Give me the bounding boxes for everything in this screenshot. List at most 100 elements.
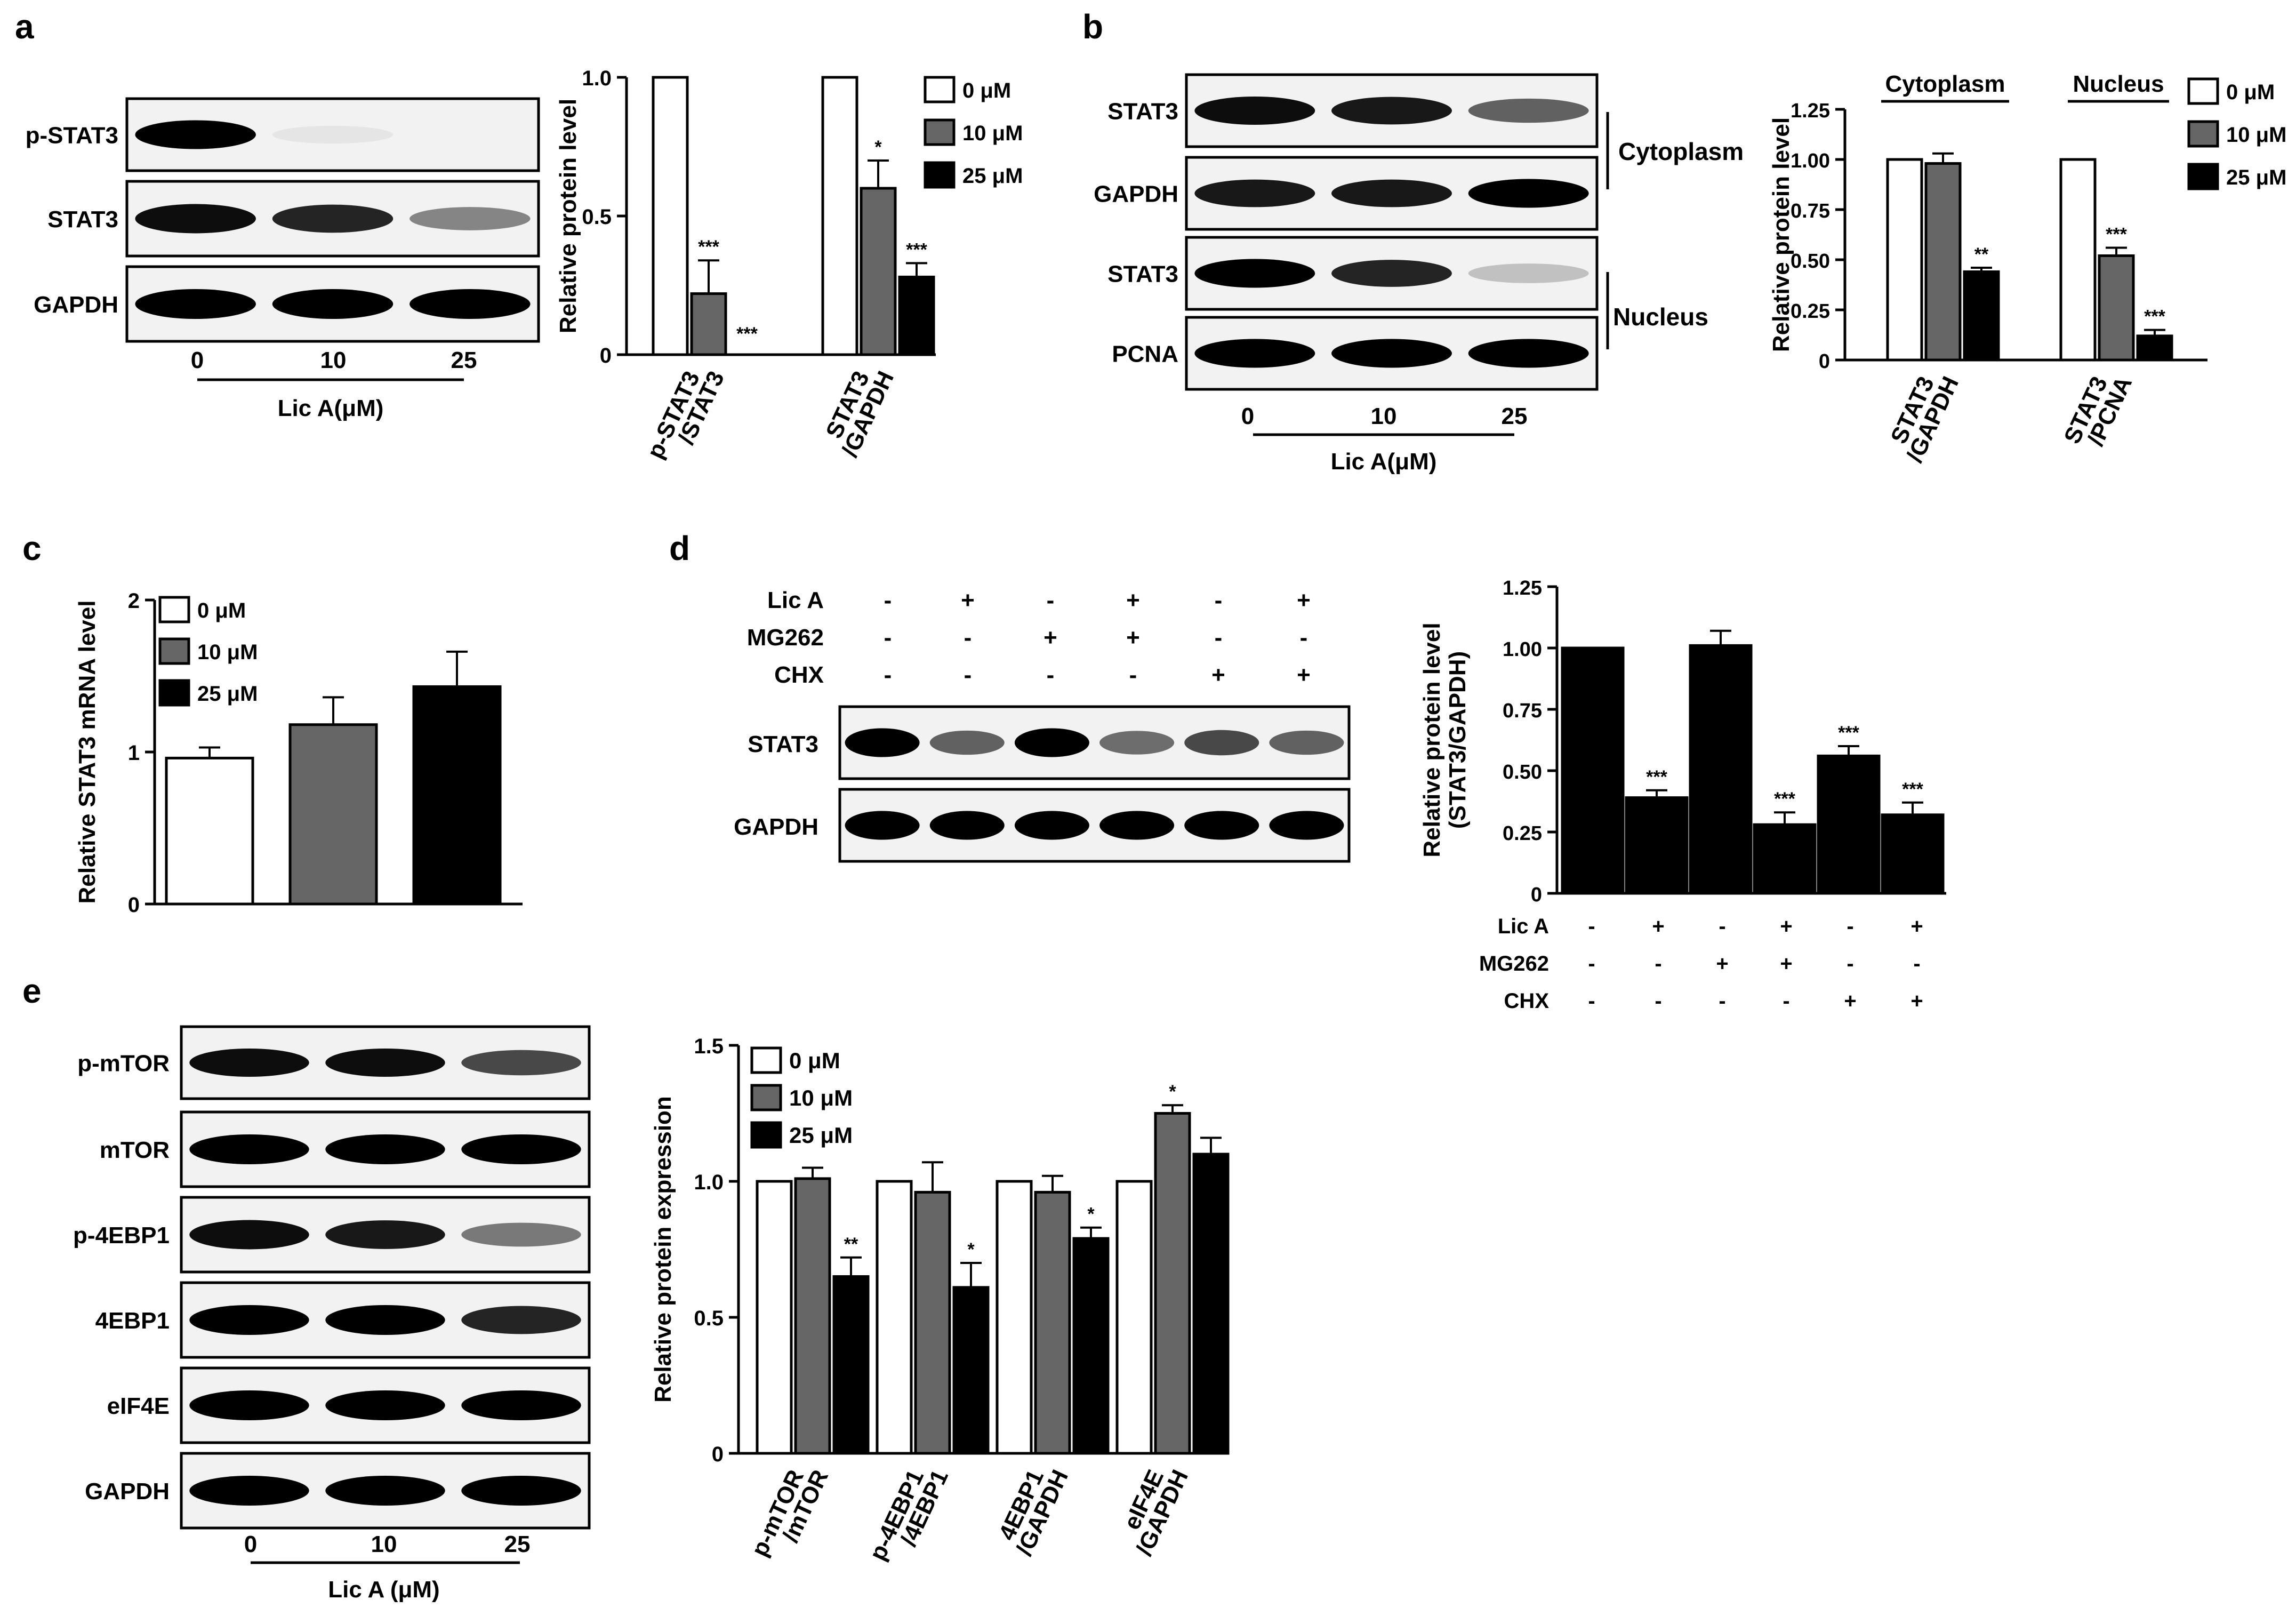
blot-band: [325, 1220, 445, 1249]
chart-e-significance-label: **: [844, 1234, 858, 1254]
blot-label: STAT3: [47, 206, 118, 233]
treatment-sign: -: [884, 625, 892, 651]
chart-a-y-tick-label: 1.0: [582, 67, 612, 90]
treatment-sign: +: [1844, 989, 1856, 1013]
blot-label: GAPDH: [1094, 181, 1178, 207]
blot-label: STAT3: [1107, 99, 1178, 125]
treatment-sign: +: [1780, 915, 1792, 938]
treatment-label: CHX: [774, 662, 824, 688]
chart-d-significance-label: ***: [1646, 767, 1667, 787]
chart-d-significance-label: ***: [1774, 789, 1795, 809]
chart-a-legend-swatch: [924, 118, 956, 146]
chart-d-y-tick-label: 0.75: [1503, 700, 1542, 722]
treatment-sign: -: [1655, 952, 1661, 975]
blot-band: [410, 207, 531, 230]
chart-e-y-tick-label: 1.0: [694, 1171, 724, 1194]
blot-band: [189, 1305, 309, 1335]
blot-band: [325, 1305, 445, 1335]
chart-a-bar: [860, 187, 897, 356]
blot-band: [461, 1476, 581, 1506]
chart-c-y-axis-label: Relative STAT3 mRNA level: [74, 601, 100, 904]
blot-label: PCNA: [1112, 341, 1178, 367]
chart-e-significance-label: *: [1169, 1082, 1176, 1102]
chart-c-bar: [165, 756, 254, 906]
blot-band: [461, 1390, 581, 1420]
panel-letter-d: d: [669, 529, 690, 567]
treatment-label: Lic A: [767, 587, 824, 613]
blot-d-0: [838, 705, 1351, 780]
chart-d-bar: [1881, 813, 1945, 895]
chart-e-bar: [876, 1180, 913, 1455]
chart-e-bar: [914, 1190, 951, 1455]
dose-label: Lic A(μM): [1331, 449, 1437, 475]
chart-a-significance-label: ***: [906, 239, 927, 260]
chart-e-y-axis-label: Relative protein expression: [650, 1096, 676, 1403]
blot-band: [929, 730, 1005, 755]
treatment-sign: +: [1910, 989, 1923, 1013]
chart-b-y-tick-label: 0.75: [1791, 200, 1830, 222]
blot-a-1: [125, 180, 540, 258]
treatment-sign: +: [1126, 625, 1140, 651]
blot-band: [1468, 98, 1589, 123]
blot-band: [1331, 97, 1452, 125]
chart-b-bar: [1886, 158, 1923, 362]
blot-band: [189, 1220, 309, 1250]
blot-b-1: [1185, 156, 1599, 231]
panel-letter-b: b: [1082, 7, 1103, 46]
chart-c-legend-label: 25 μM: [197, 682, 258, 706]
chart-b-y-tick-label: 0.25: [1791, 300, 1830, 323]
blot-band: [461, 1306, 581, 1334]
chart-d-y-tick-label: 0: [1531, 884, 1542, 906]
chart-d-y-tick-label: 1.00: [1503, 638, 1542, 661]
chart-d-bar: [1625, 796, 1689, 895]
blot-band: [272, 289, 394, 319]
blot-label: mTOR: [100, 1137, 170, 1163]
chart-b-y-tick-label: 0.50: [1791, 250, 1830, 273]
chart-a-legend-label: 25 μM: [962, 164, 1023, 188]
chart-b-bar: [2059, 158, 2097, 362]
treatment-sign: +: [961, 587, 975, 613]
blot-band: [1269, 730, 1344, 755]
blot-band: [325, 1049, 445, 1077]
treatment-sign: -: [1215, 587, 1223, 613]
chart-b-bar: [1924, 162, 1962, 362]
chart-a-bar: [690, 292, 727, 356]
chart-e-bar: [1192, 1153, 1230, 1455]
blot-band: [189, 1049, 309, 1077]
chart-b-y-tick-label: 0: [1819, 350, 1830, 373]
blot-band: [189, 1134, 309, 1164]
fraction-label-cytoplasm: Cytoplasm: [1618, 138, 1744, 165]
panel-letter-e: e: [22, 972, 42, 1010]
chart-b-legend-label: 10 μM: [2226, 123, 2286, 147]
chart-b-legend-label: 25 μM: [2226, 166, 2286, 189]
blot-band: [461, 1134, 581, 1164]
chart-d-bar: [1753, 823, 1817, 895]
blot-band: [1468, 263, 1589, 283]
chart-a-significance-label: ***: [698, 237, 719, 257]
chart-b-group-header: Nucleus: [2073, 71, 2164, 97]
chart-a-legend-swatch: [924, 161, 956, 189]
chart-e-y-tick-label: 0: [712, 1443, 724, 1466]
chart-e-bar: [1154, 1112, 1191, 1455]
blot-band: [189, 1390, 309, 1420]
chart-c-legend-label: 10 μM: [197, 641, 258, 664]
blot-band: [845, 728, 920, 757]
chart-b-legend-swatch: [2187, 77, 2219, 105]
chart-e-significance-label: *: [967, 1239, 975, 1260]
dose-tick-label: 25: [1502, 403, 1528, 429]
chart-e-bar: [1072, 1237, 1110, 1455]
treatment-sign: -: [1847, 915, 1853, 938]
blot-band: [1014, 728, 1089, 757]
blot-band: [1184, 730, 1259, 756]
blot-band: [1331, 179, 1452, 207]
chart-d-y-axis-label: Relative protein level: [1419, 622, 1445, 857]
blot-band: [1269, 811, 1344, 840]
blot-label: p-mTOR: [77, 1051, 170, 1077]
treatment-sign: +: [1211, 662, 1225, 688]
blot-band: [461, 1222, 581, 1247]
chart-e-legend-label: 10 μM: [789, 1085, 853, 1110]
chart-e-bar: [1115, 1180, 1153, 1455]
chart-c-legend-label: 0 μM: [197, 599, 246, 622]
treatment-sign: -: [1847, 952, 1853, 975]
chart-e-bar: [794, 1177, 831, 1455]
